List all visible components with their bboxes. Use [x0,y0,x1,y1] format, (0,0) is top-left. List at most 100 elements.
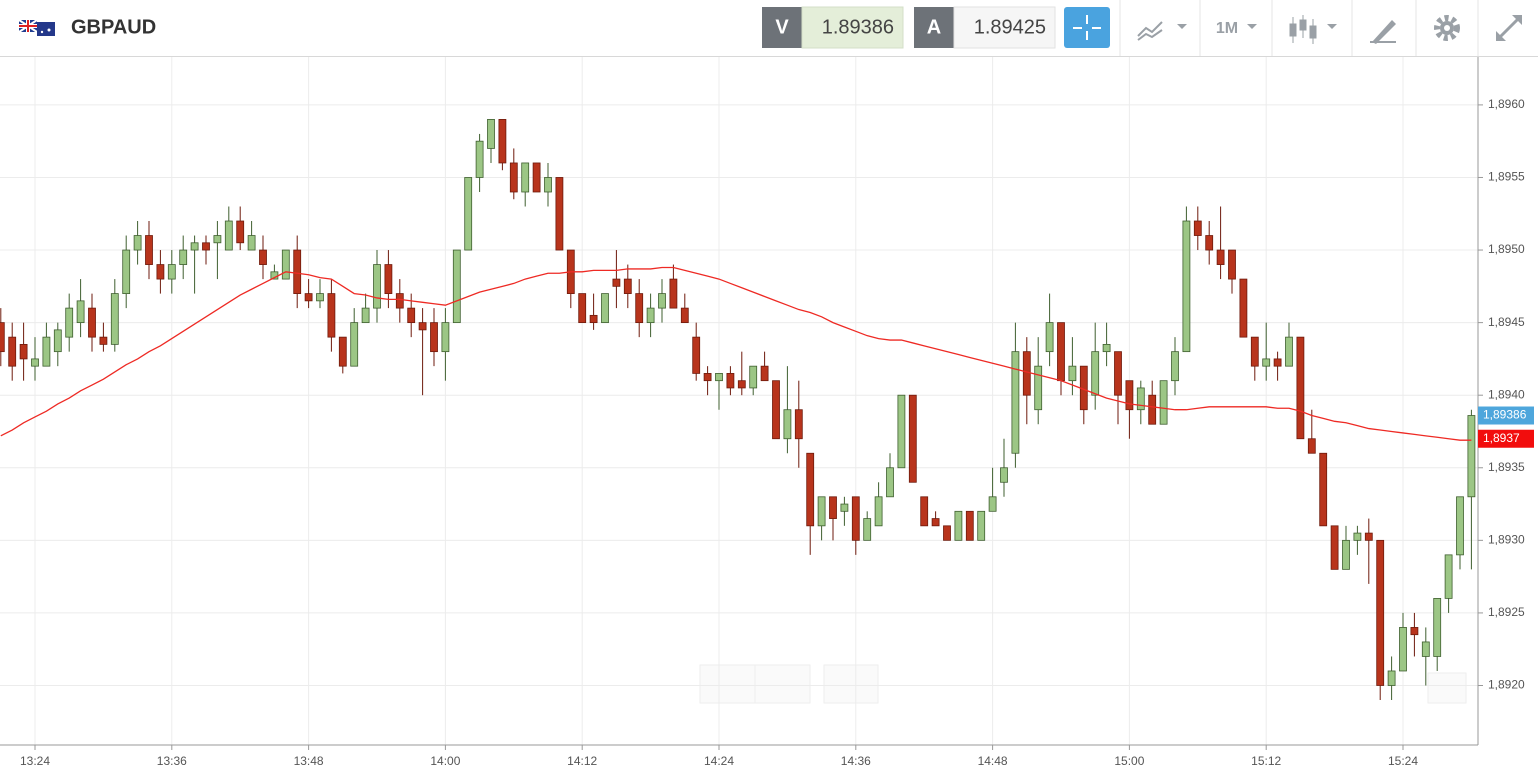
ask-price: 1.89425 [974,16,1046,38]
chart: 1,8920 1,8925 1,8930 1,8935 1,8940 1,8945 1,89… [0,57,1534,768]
candle-body [1456,496,1464,556]
candle-body [1273,358,1282,367]
candle-body [1148,394,1157,425]
chart-type-button[interactable] [1137,21,1187,41]
candle-body [110,293,119,345]
candle-body [521,162,530,193]
candle-body [578,293,587,324]
flag [18,19,55,36]
candle-body [1330,525,1339,570]
candle-body [498,119,507,164]
candle-style-button[interactable] [1289,15,1337,44]
candle-body [1114,351,1122,396]
candle-body [53,329,62,353]
candle-body [555,177,564,251]
candle-body [737,380,746,389]
candle-body [395,293,404,309]
candle-body [1068,365,1077,382]
x-tick-label: 14:36 [841,754,871,768]
fullscreen-button[interactable] [1496,15,1522,41]
x-tick-label: 13:36 [157,754,187,768]
candle-body [464,177,473,251]
x-tick-label: 14:24 [704,754,734,768]
crosshair-button[interactable] [1064,7,1110,48]
ask-label: A [927,16,941,38]
candle-body [1307,438,1316,454]
candle-body [874,496,883,527]
ask-box [953,6,1056,49]
candle-body [452,249,461,324]
candle-body [1376,539,1385,686]
timeframe-button[interactable] [1247,24,1257,29]
x-tick-label: 14:12 [567,754,597,768]
candle-body [8,336,17,367]
candle-body [1057,322,1065,382]
candle-body [1011,351,1020,454]
candle-body [1296,336,1305,440]
candle-body [589,314,598,324]
settings-button[interactable] [1434,15,1460,41]
candle-body [1045,322,1054,353]
candle-body [806,452,815,527]
candle-body [1091,351,1100,396]
candle-body [1433,598,1442,657]
candle-body [202,242,210,251]
candle-body [726,373,735,389]
timeframe-label[interactable]: 1M [1216,20,1238,37]
candle-body [133,235,142,251]
candle-body [1250,336,1259,367]
candle-body [680,307,689,324]
reset-button[interactable] [823,664,879,704]
x-tick-label: 14:00 [430,754,460,768]
symbol: GBPAUD [71,16,156,38]
candle-body [1421,641,1430,657]
candle-body [190,242,199,251]
price-badge-label: 1,89386 [1483,408,1527,422]
candle-body [612,278,621,287]
candle-body [1205,235,1214,251]
candle-body [1342,539,1350,570]
candle-body [487,119,495,149]
candle-body [840,503,849,512]
candle-body [1410,627,1419,636]
candle-body [669,278,678,309]
y-tick-label: 1,8960 [1488,97,1525,111]
candle-body [692,336,701,374]
candle-body [715,373,723,382]
candle-body [327,293,336,338]
candle-body [156,264,165,280]
candle-body [817,496,826,527]
drawing-button[interactable] [1370,20,1396,44]
candle-body [658,293,666,309]
bid-price: 1.89386 [822,16,894,38]
candle-body [977,510,986,541]
candle-body [224,220,233,251]
price-badge [1478,406,1534,425]
candle-body [418,322,427,331]
candle-body [965,510,974,541]
y-tick-label: 1,8925 [1488,605,1525,619]
x-tick-label: 14:48 [978,754,1008,768]
price-badge-label: 1,8937 [1483,431,1520,445]
candle-body [19,343,28,360]
candle-body [88,307,96,338]
candle-body [532,162,541,193]
x-tick-label: 15:24 [1388,754,1418,768]
candle-body [122,249,131,294]
scroll-button[interactable] [1427,672,1467,704]
candle-body [1216,249,1225,265]
bid-box [801,6,904,49]
candle-body [31,358,39,367]
candle-body [897,394,906,469]
candle-body [407,307,416,324]
y-tick-label: 1,8950 [1488,242,1525,256]
candle-body [1171,351,1179,382]
candle-body [1285,336,1293,367]
candle-body [601,293,609,324]
candle-body [794,409,803,440]
candle-body [76,300,85,324]
candle-body [361,307,370,324]
y-tick-label: 1,8935 [1488,460,1525,474]
ask-badge [914,7,954,48]
